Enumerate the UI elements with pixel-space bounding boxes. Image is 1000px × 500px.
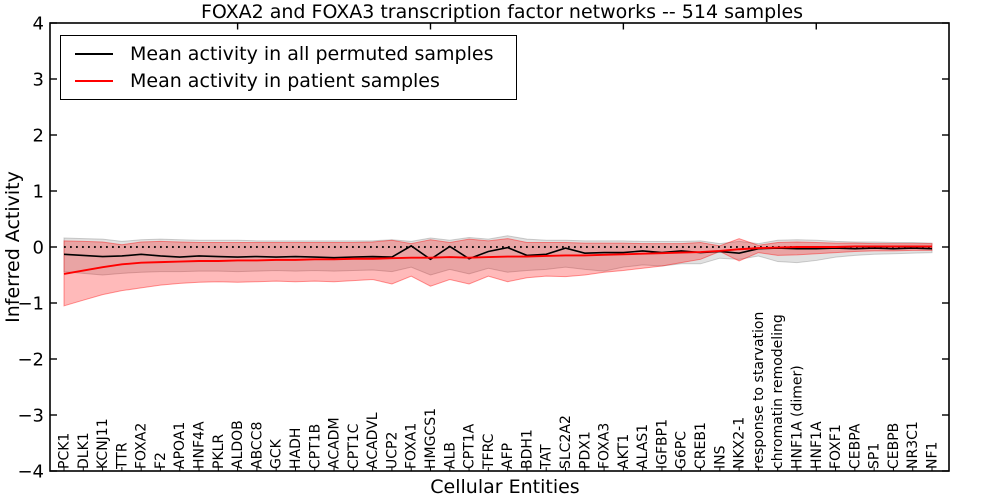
x-tick-label: chromatin remodeling (770, 314, 786, 469)
y-tick-label: −3 (17, 406, 44, 427)
x-tick-label: AFP (500, 443, 516, 469)
x-tick-label: ABCC8 (249, 422, 265, 469)
x-tick-label: INS (712, 445, 728, 469)
x-tick-label: SP1 (867, 443, 883, 469)
x-tick-label: PKLR (211, 434, 227, 469)
y-axis: 4 3 2 1 0 −1 −2 −3 −4 (17, 14, 949, 483)
permuted-mean-line (63, 244, 933, 261)
x-tick-label: ACADVL (365, 412, 381, 469)
x-tick-label: response to starvation (751, 312, 767, 469)
x-tick-label: ALDOB (230, 420, 246, 469)
x-tick-label: PDX1 (577, 431, 593, 469)
x-tick-label: UCP2 (384, 432, 400, 469)
x-tick-label: FOXA2 (134, 423, 150, 469)
x-tick-label: CEBPB (886, 423, 902, 469)
x-tick-label: HMGCS1 (423, 408, 439, 469)
y-tick-label: 4 (33, 14, 44, 35)
x-tick-label: CEBPA (847, 423, 863, 469)
x-tick-label: AKT1 (616, 434, 632, 469)
x-tick-label: PCK1 (57, 433, 73, 469)
legend-item: Mean activity in patient samples (61, 68, 516, 95)
x-tick-label: G6PC (674, 431, 690, 469)
x-tick-label: SLC2A2 (558, 415, 574, 469)
x-tick-label: CPT1C (346, 423, 362, 469)
x-tick-label: GCK (269, 438, 285, 469)
x-axis-top (236, 23, 817, 30)
x-tick-label: APOA1 (172, 422, 188, 469)
x-tick-label: NR3C1 (905, 421, 921, 469)
legend-item-label: Mean activity in patient samples (130, 69, 440, 92)
y-tick-label: 0 (33, 238, 44, 259)
patient-mean-line (63, 245, 932, 275)
patient-band-area (63, 238, 933, 307)
x-tick-label: NKX2-1 (732, 417, 748, 469)
y-tick-label: −4 (17, 462, 44, 483)
legend-line-sample (75, 53, 113, 56)
chart-title: FOXA2 and FOXA3 transcription factor net… (200, 1, 804, 23)
y-tick-label: 2 (33, 126, 44, 147)
y-tick-label: −1 (17, 294, 44, 315)
x-tick-label: F2 (153, 452, 169, 469)
x-axis-label: Cellular Entities (430, 476, 580, 498)
x-tick-label: FOXA1 (404, 423, 420, 469)
permuted-band-area (63, 235, 933, 276)
y-tick-label: −2 (17, 350, 44, 371)
legend: Mean activity in all permuted samples Mea… (60, 35, 517, 100)
x-tick-label: NF1 (925, 442, 941, 469)
x-tick-label: TFRC (481, 433, 497, 470)
permuted-band (63, 235, 933, 276)
x-tick-label: CREB1 (693, 422, 709, 469)
x-tick-label: HNF1A (dimer) (789, 365, 805, 469)
x-tick-label: ALB (442, 442, 458, 469)
legend-item-label: Mean activity in all permuted samples (130, 43, 494, 66)
x-tick-label: ALAS1 (635, 424, 651, 469)
x-tick-label: FOXA3 (597, 423, 613, 469)
patient-mean-line (63, 245, 932, 275)
x-tick-label: CPT1A (462, 423, 478, 469)
x-tick-label: DLK1 (76, 432, 92, 469)
x-tick-label: TTR (114, 442, 130, 470)
y-tick-label: 1 (33, 182, 44, 203)
x-tick-label: TAT (539, 444, 555, 470)
x-tick-label: FOXF1 (828, 424, 844, 469)
x-tick-label: HNF4A (192, 421, 208, 469)
x-tick-label: IGFBP1 (654, 419, 670, 469)
y-tick-label: 3 (33, 70, 44, 91)
x-tick-label: BDH1 (519, 429, 535, 469)
x-tick-label: ACADM (327, 417, 343, 469)
legend-line-sample (75, 79, 113, 82)
permuted-mean-line (63, 244, 933, 261)
x-tick-label: HADH (288, 428, 304, 469)
x-tick-label: HNF1A (809, 421, 825, 469)
legend-item: Mean activity in all permuted samples (61, 41, 516, 68)
patient-band (63, 238, 933, 307)
x-tick-label: KCNJ11 (95, 418, 111, 469)
y-axis-label: Inferred Activity (2, 171, 24, 323)
x-tick-label: CPT1B (307, 424, 323, 469)
x-axis: PCK1 DLK1 KCNJ11 TTR FOXA2 F2 APOA1 HNF4A PKLR AL… (57, 312, 941, 471)
